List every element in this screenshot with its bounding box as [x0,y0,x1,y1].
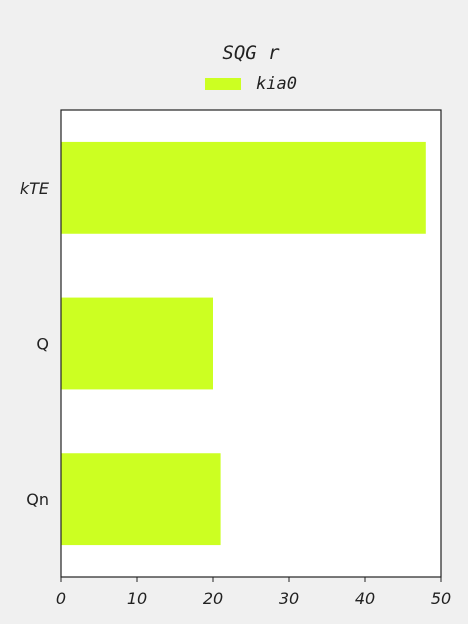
plot-frame [60,109,442,578]
x-tick-label-0: 0 [56,589,66,608]
x-tick-label-4: 40 [355,589,375,608]
x-tick-label-1: 10 [127,589,147,608]
bars-group [61,141,426,546]
legend-swatch [205,78,241,90]
y-tick-label-0: kTE [20,179,50,198]
x-axis-ticks: 0 10 20 30 40 50 [56,577,451,608]
legend: kia0 [205,74,297,94]
x-tick-label-3: 30 [279,589,299,608]
chart-title: SQG r [222,42,280,64]
x-tick-label-5: 50 [431,589,451,608]
bar-2 [61,453,221,546]
y-tick-label-2: Qn [26,490,49,509]
bar-1 [61,297,213,390]
legend-label: kia0 [256,74,297,94]
y-tick-label-1: Q [36,335,49,354]
y-axis-ticks: kTE Q Qn [20,179,50,509]
bar-0 [61,141,426,234]
x-tick-label-2: 20 [203,589,223,608]
